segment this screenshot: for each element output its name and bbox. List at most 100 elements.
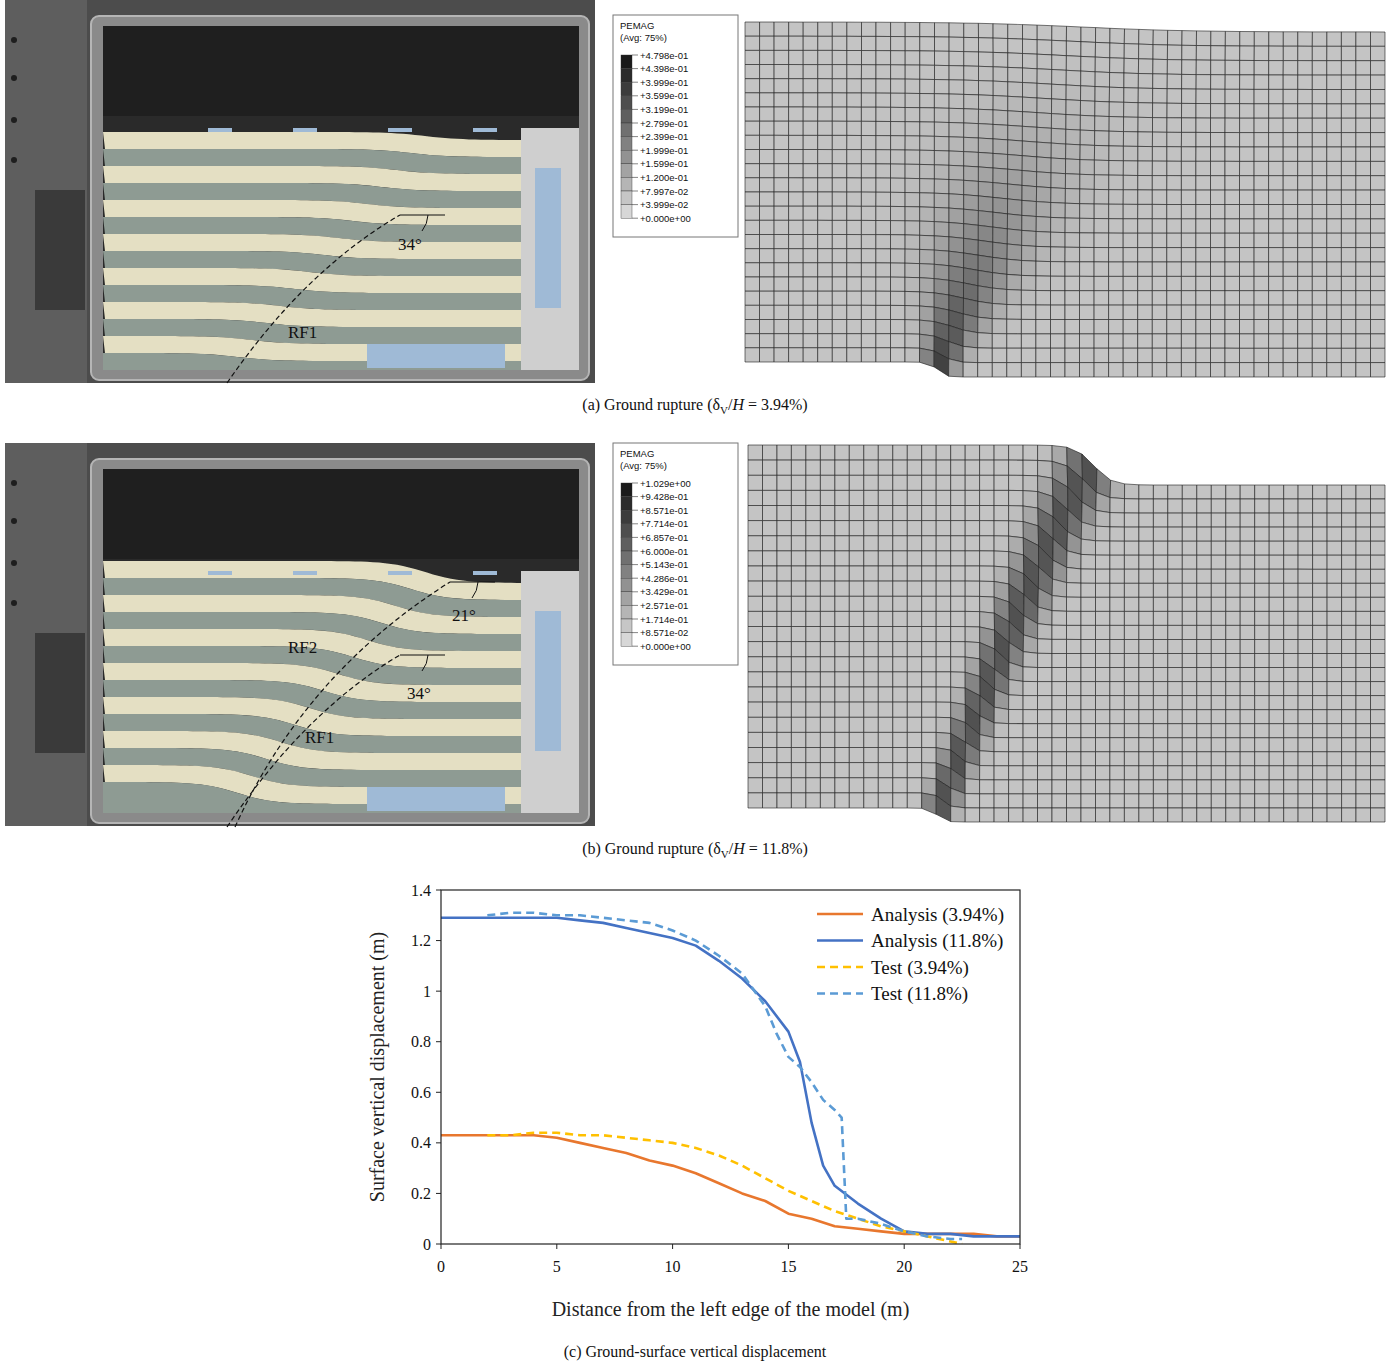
mesh-element xyxy=(1139,541,1154,555)
mesh-element xyxy=(1124,808,1139,822)
mesh-element xyxy=(1022,185,1037,201)
mesh-element xyxy=(893,642,908,657)
mesh-element xyxy=(777,672,791,687)
mesh-element xyxy=(922,702,937,717)
bolt xyxy=(11,560,17,566)
mesh-element xyxy=(1052,596,1066,612)
mesh-element xyxy=(1152,363,1167,377)
mesh-element xyxy=(1196,60,1211,75)
mesh-element xyxy=(791,778,806,793)
mesh-element xyxy=(1066,115,1081,131)
mesh-element xyxy=(1197,541,1212,555)
mesh-element xyxy=(876,206,891,220)
mesh-element xyxy=(1240,104,1255,119)
mesh-element xyxy=(1312,32,1327,46)
mesh-element xyxy=(1094,320,1109,334)
mesh-element xyxy=(1036,334,1051,348)
mesh-element xyxy=(1168,794,1183,808)
mesh-element xyxy=(1168,710,1183,724)
mesh-element xyxy=(1124,58,1139,73)
mesh-element xyxy=(878,506,893,521)
mesh-element xyxy=(993,183,1008,199)
mesh-element xyxy=(964,137,979,152)
mesh-element xyxy=(806,475,821,490)
mesh-element xyxy=(791,566,806,581)
mesh-element xyxy=(1152,204,1167,219)
mesh-element xyxy=(1124,654,1139,668)
mesh-element xyxy=(849,642,864,657)
mesh-element xyxy=(1356,46,1371,60)
mesh-element xyxy=(1211,348,1226,362)
mesh-element xyxy=(1036,261,1051,276)
mesh-element xyxy=(1023,25,1038,40)
mesh-element xyxy=(806,521,821,536)
legend-tick xyxy=(632,68,638,69)
mesh-element xyxy=(1051,320,1066,334)
legend-value: +1.999e-01 xyxy=(640,145,688,156)
mesh-element xyxy=(1110,527,1125,541)
mesh-element xyxy=(1168,766,1183,780)
mesh-element xyxy=(1341,219,1356,233)
mesh-element xyxy=(1124,611,1139,625)
mesh-element xyxy=(994,738,1009,752)
mesh-element xyxy=(760,150,775,164)
mesh-element xyxy=(803,107,818,121)
mesh-element xyxy=(1254,233,1269,247)
mesh-element xyxy=(820,642,835,657)
mesh-element xyxy=(1139,710,1154,724)
mesh-element xyxy=(1109,248,1124,262)
mesh-element xyxy=(994,780,1009,794)
mesh-element xyxy=(1168,808,1183,822)
legend-tick xyxy=(632,646,638,647)
mesh-element xyxy=(1009,724,1024,738)
mesh-element xyxy=(934,250,949,266)
mesh-element xyxy=(1023,491,1038,509)
mesh-element xyxy=(1327,348,1342,362)
mesh-element xyxy=(1225,176,1240,190)
mesh-element xyxy=(1182,766,1197,780)
mesh-element xyxy=(1240,320,1255,334)
mesh-element xyxy=(1168,611,1183,625)
mesh-element xyxy=(876,65,891,79)
mesh-element xyxy=(920,320,935,336)
legend-swatch xyxy=(621,55,632,69)
mesh-element xyxy=(803,121,818,135)
mesh-element xyxy=(777,551,791,566)
mesh-element xyxy=(893,611,908,626)
photo-annotation: 34° xyxy=(398,235,422,254)
mesh-element xyxy=(835,748,849,763)
mesh-element xyxy=(849,657,864,672)
mesh-element xyxy=(1152,334,1167,348)
mesh-element xyxy=(951,551,966,566)
angle-arc xyxy=(422,655,428,671)
mesh-element xyxy=(965,460,979,475)
mesh-element xyxy=(949,251,964,268)
mesh-element xyxy=(774,164,789,178)
mesh-element xyxy=(936,611,951,626)
mesh-element xyxy=(1094,348,1109,362)
mesh-element xyxy=(1254,363,1269,377)
mesh-element xyxy=(907,611,921,626)
mesh-element xyxy=(748,778,763,793)
mesh-element xyxy=(1110,597,1125,611)
mesh-element xyxy=(1152,147,1167,162)
mesh-element xyxy=(905,136,920,150)
mesh-element xyxy=(1067,808,1082,822)
mesh-element xyxy=(1211,499,1226,513)
mesh-element xyxy=(1052,738,1067,752)
mesh-element xyxy=(1038,639,1052,654)
mesh-element xyxy=(1182,696,1197,710)
mesh-element xyxy=(1298,248,1313,262)
mesh-element xyxy=(979,66,994,81)
mesh-element xyxy=(1269,305,1284,319)
mesh-element xyxy=(978,152,993,168)
mesh-element xyxy=(820,793,835,808)
mesh-element xyxy=(789,65,804,79)
mesh-element xyxy=(1007,244,1022,261)
mesh-element xyxy=(1312,262,1327,276)
mesh-element xyxy=(1080,276,1095,290)
mesh-element xyxy=(803,220,818,234)
mesh-element xyxy=(1096,808,1110,822)
mesh-element xyxy=(745,79,760,93)
mesh-element xyxy=(1138,305,1153,319)
